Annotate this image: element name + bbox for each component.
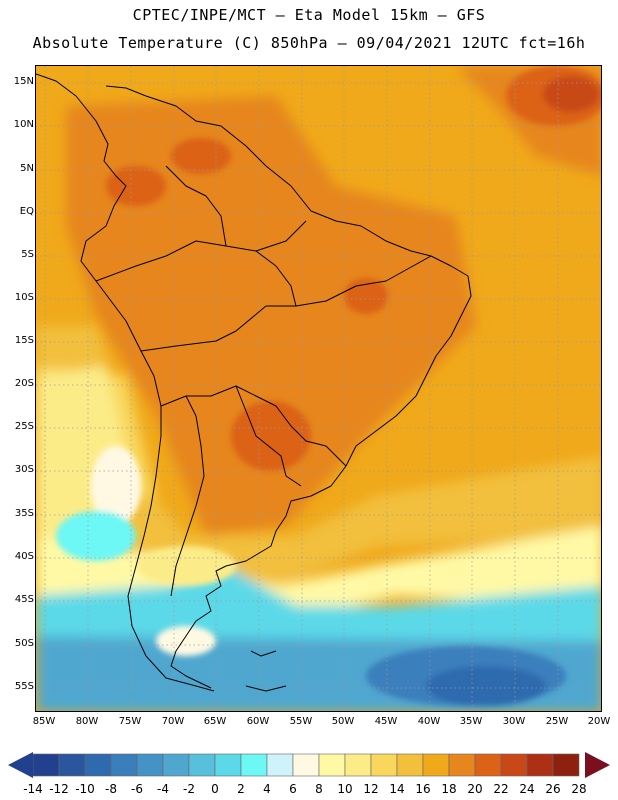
temperature-field: [36, 66, 601, 711]
temperature-map: [35, 65, 602, 712]
colorbar-label: 10: [337, 782, 353, 796]
colorbar-cell: [188, 753, 216, 777]
colorbar-label: 0: [211, 782, 219, 796]
lat-label: 55S: [14, 681, 34, 692]
lon-label: 65W: [203, 716, 227, 727]
colorbar-label: 28: [571, 782, 587, 796]
colorbar-cell: [552, 753, 580, 777]
colorbar-cell: [110, 753, 138, 777]
lon-label: 80W: [75, 716, 99, 727]
colorbar-cell: [292, 753, 320, 777]
lon-label: 70W: [161, 716, 185, 727]
colorbar-label: 14: [389, 782, 405, 796]
colorbar-label: 12: [363, 782, 379, 796]
lat-label: EQ: [19, 206, 34, 217]
lat-label: 35S: [14, 508, 34, 519]
colorbar-label: -12: [49, 782, 69, 796]
lon-label: 30W: [502, 716, 526, 727]
colorbar-label: 8: [315, 782, 323, 796]
colorbar-label: -6: [131, 782, 143, 796]
lon-label: 75W: [118, 716, 142, 727]
colorbar-cell: [474, 753, 502, 777]
colorbar-cell: [136, 753, 164, 777]
lat-label: 30S: [14, 464, 34, 475]
colorbar-arrow-low: [8, 752, 33, 778]
colorbar-label: 16: [415, 782, 431, 796]
lat-label: 40S: [14, 551, 34, 562]
lon-label: 20W: [587, 716, 611, 727]
colorbar-cell: [526, 753, 554, 777]
lat-label: 45S: [14, 594, 34, 605]
colorbar-cell: [370, 753, 398, 777]
colorbar-label: -4: [157, 782, 169, 796]
colorbar-arrow-high: [585, 752, 610, 778]
lon-label: 35W: [459, 716, 483, 727]
colorbar-cell: [162, 753, 190, 777]
colorbar-cell: [318, 753, 346, 777]
lat-label: 15N: [13, 76, 34, 87]
lon-label: 55W: [289, 716, 313, 727]
colorbar-label: -8: [105, 782, 117, 796]
colorbar-cell: [344, 753, 372, 777]
colorbar-label: 2: [237, 782, 245, 796]
lat-label: 5S: [21, 249, 34, 260]
colorbar-label: 18: [441, 782, 457, 796]
colorbar-label: 26: [545, 782, 561, 796]
lon-label: 85W: [32, 716, 56, 727]
colorbar-label: 24: [519, 782, 535, 796]
grid-lines: [36, 66, 601, 711]
lat-label: 50S: [14, 638, 34, 649]
colorbar-label: -14: [23, 782, 43, 796]
lat-label: 15S: [14, 335, 34, 346]
colorbar-cell: [58, 753, 86, 777]
lon-label: 25W: [545, 716, 569, 727]
lat-label: 10N: [13, 119, 34, 130]
lat-label: 10S: [14, 292, 34, 303]
colorbar-label: 4: [263, 782, 271, 796]
colorbar-label: 6: [289, 782, 297, 796]
lat-label: 5N: [20, 163, 34, 174]
lon-label: 50W: [331, 716, 355, 727]
colorbar-label: -2: [183, 782, 195, 796]
lon-label: 45W: [374, 716, 398, 727]
chart-title-line1: CPTEC/INPE/MCT – Eta Model 15km – GFS: [132, 6, 486, 24]
colorbar-label: -10: [75, 782, 95, 796]
lat-label: 25S: [14, 421, 34, 432]
colorbar-label: 20: [467, 782, 483, 796]
colorbar-cell: [422, 753, 450, 777]
colorbar-cell: [240, 753, 268, 777]
colorbar-cell: [84, 753, 112, 777]
colorbar-cell: [266, 753, 294, 777]
lon-label: 40W: [417, 716, 441, 727]
chart-title-line2: Absolute Temperature (C) 850hPa – 09/04/…: [32, 34, 586, 52]
lat-label: 20S: [14, 378, 34, 389]
colorbar: [8, 752, 610, 778]
colorbar-cell: [448, 753, 476, 777]
coastlines: [36, 73, 472, 692]
colorbar-label: 22: [493, 782, 509, 796]
lon-label: 60W: [246, 716, 270, 727]
colorbar-cell: [500, 753, 528, 777]
colorbar-cell: [396, 753, 424, 777]
colorbar-cell: [214, 753, 242, 777]
colorbar-cell: [32, 753, 60, 777]
